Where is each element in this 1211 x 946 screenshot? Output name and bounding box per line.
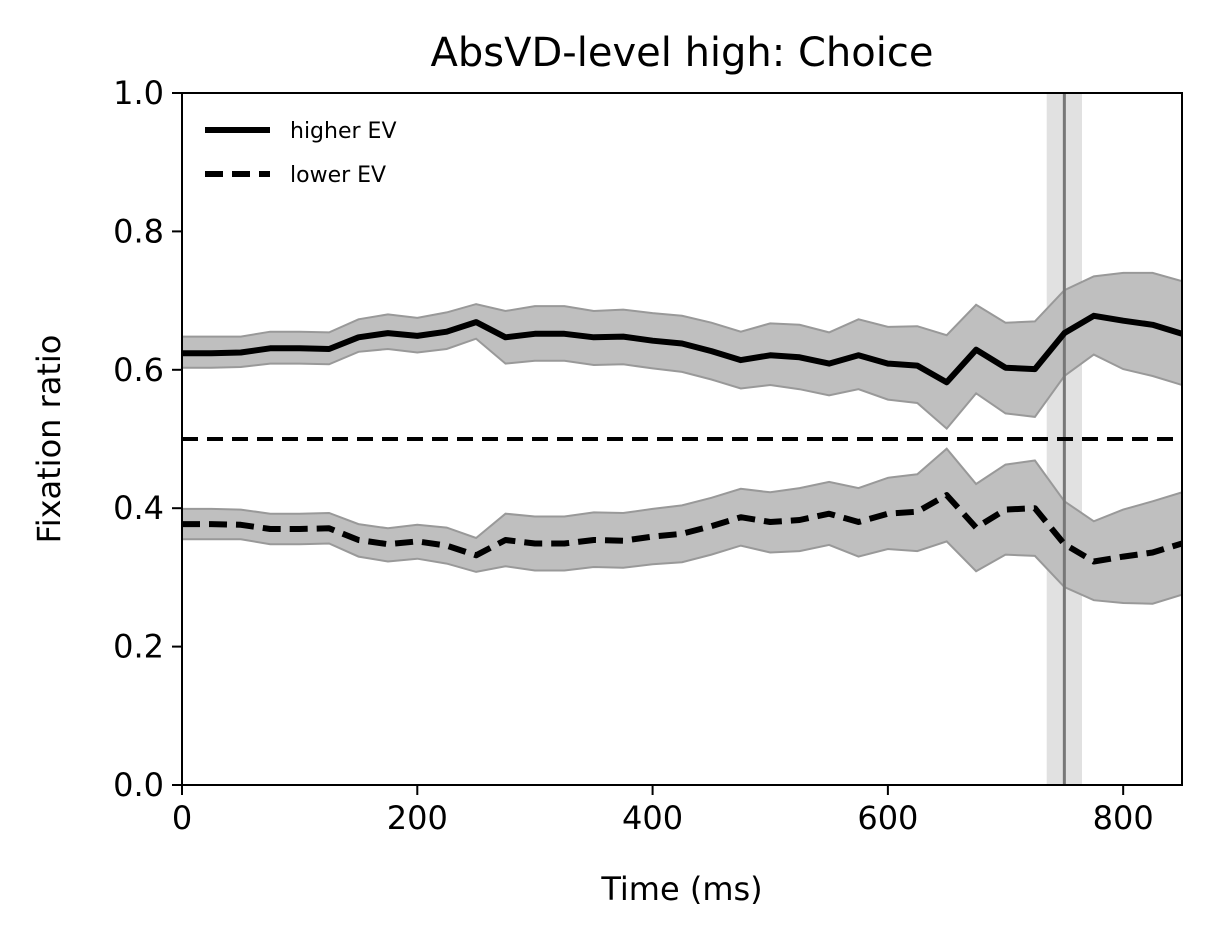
y-tick-label: 1.0 bbox=[113, 74, 164, 112]
chart-title: AbsVD-level high: Choice bbox=[431, 30, 934, 76]
plot-area bbox=[182, 93, 1182, 785]
y-tick-label: 0.8 bbox=[113, 212, 164, 250]
x-tick-label: 200 bbox=[387, 799, 448, 837]
legend: higher EV lower EV bbox=[205, 119, 397, 188]
x-axis-label: Time (ms) bbox=[600, 870, 762, 908]
plot-frame bbox=[181, 92, 1183, 786]
x-tick-label: 400 bbox=[622, 799, 683, 837]
legend-label-lower-ev: lower EV bbox=[290, 163, 386, 188]
y-tick-label: 0.0 bbox=[113, 766, 164, 804]
axes: 0 200 400 600 800 0.0 0.2 0.4 0.6 0.8 1.0 bbox=[113, 74, 1183, 837]
legend-label-higher-ev: higher EV bbox=[290, 119, 397, 144]
x-tick-label: 600 bbox=[857, 799, 918, 837]
lower-ev-confidence-band bbox=[182, 447, 1182, 605]
y-tick-label: 0.4 bbox=[113, 489, 164, 527]
higher-ev-series-line bbox=[182, 312, 1182, 386]
y-tick-label: 0.6 bbox=[113, 351, 164, 389]
y-axis-label: Fixation ratio bbox=[30, 335, 68, 544]
higher-ev-confidence-band bbox=[182, 271, 1182, 431]
x-tick-label: 800 bbox=[1093, 799, 1154, 837]
y-tick-label: 0.2 bbox=[113, 628, 164, 666]
x-tick-label: 0 bbox=[172, 799, 192, 837]
lower-ev-series-line bbox=[182, 492, 1182, 565]
